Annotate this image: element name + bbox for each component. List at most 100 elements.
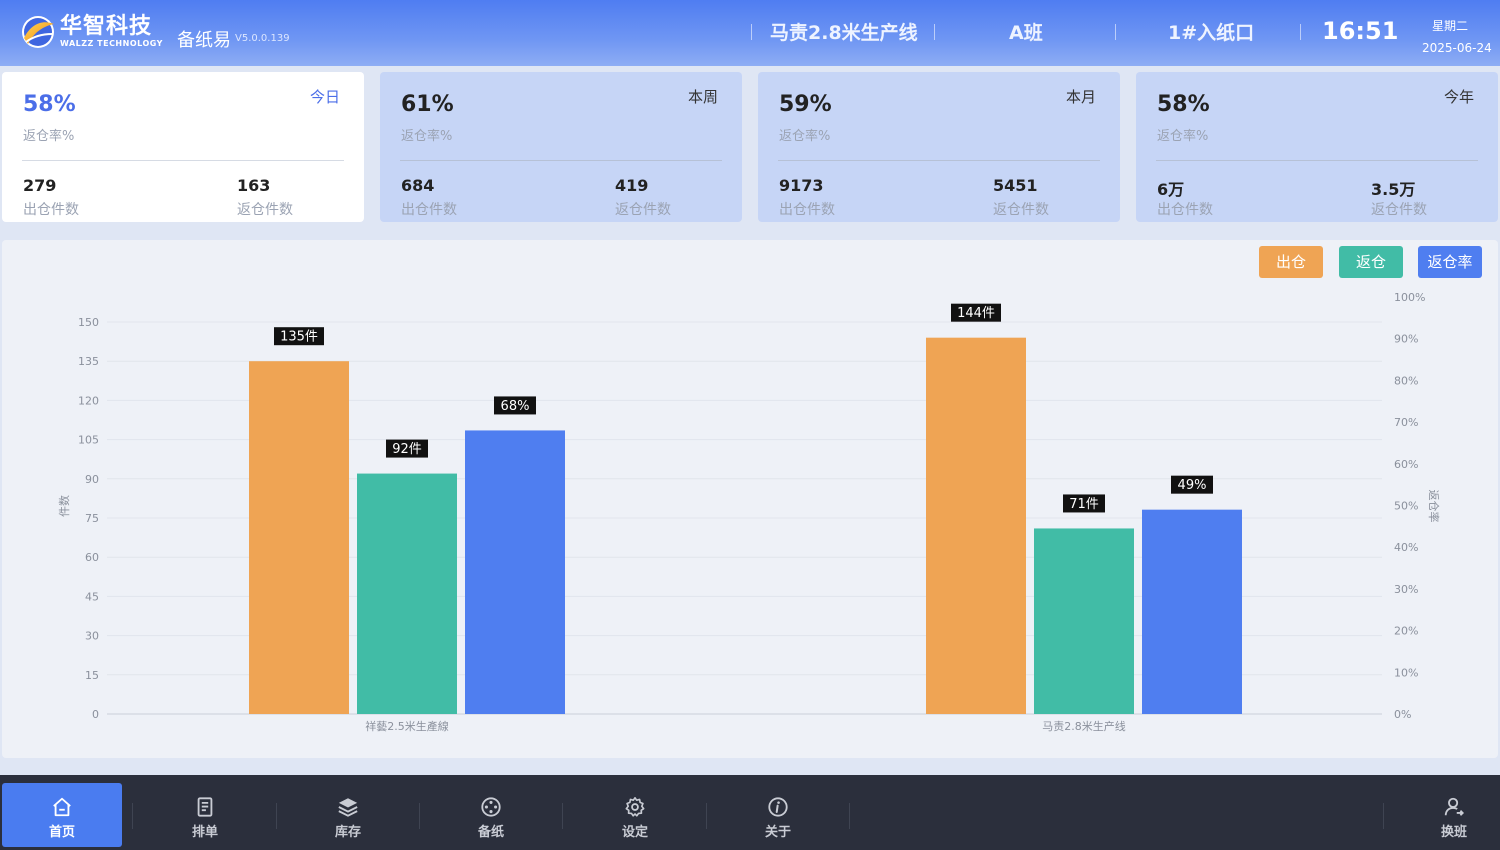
- bar: [926, 337, 1026, 714]
- nav-about[interactable]: 关于: [718, 783, 838, 847]
- header-separator: [1300, 24, 1301, 40]
- nav-separator: [849, 803, 850, 829]
- return-rate-value: 61%: [401, 92, 454, 117]
- y2-tick-label: 50%: [1394, 500, 1418, 513]
- return-count-label: 返仓件数: [615, 202, 671, 218]
- x-category-label: 马责2.8米生产线: [1042, 719, 1126, 733]
- nav-settings[interactable]: 设定: [575, 783, 695, 847]
- return-count-label: 返仓件数: [1371, 202, 1427, 218]
- nav-label: 库存: [334, 825, 361, 840]
- return-count-label: 返仓件数: [237, 202, 293, 218]
- out-count-value: 684: [401, 176, 435, 195]
- data-label-box: [1063, 494, 1105, 513]
- nav-label: 设定: [621, 825, 648, 840]
- layers-icon: [338, 798, 358, 817]
- shift-label: A班: [1009, 22, 1043, 44]
- stat-card-week[interactable]: 61% 返仓率% 本周 684 出仓件数 419 返仓件数: [380, 72, 742, 222]
- out-count-label: 出仓件数: [401, 202, 457, 218]
- data-label: 144件: [957, 306, 995, 321]
- return-count-value: 163: [237, 176, 271, 195]
- y2-tick-label: 0%: [1394, 708, 1411, 721]
- bar: [465, 430, 565, 714]
- nav-home[interactable]: 首页: [2, 783, 122, 847]
- y-tick-label: 90: [85, 473, 99, 486]
- card-divider: [22, 160, 344, 161]
- chart-panel: 0 15 30 45 60 75 90 105 120 135 150 0% 10% 20% 30% 40% 5…: [2, 240, 1498, 758]
- brand: 华智科技 WALZZ TECHNOLOGY: [60, 15, 163, 49]
- data-label-box: [274, 327, 324, 346]
- return-count-value: 3.5万: [1371, 180, 1416, 199]
- stat-card-year[interactable]: 58% 返仓率% 今年 6万 出仓件数 3.5万 返仓件数: [1136, 72, 1498, 222]
- return-rate-label: 返仓率%: [779, 129, 831, 144]
- card-divider: [1156, 160, 1478, 161]
- data-label: 49%: [1178, 478, 1207, 493]
- nav-inventory[interactable]: 库存: [288, 783, 408, 847]
- production-line-label: 马责2.8米生产线: [770, 22, 918, 44]
- return-rate-label: 返仓率%: [23, 129, 75, 144]
- nav-separator: [419, 803, 420, 829]
- return-rate-label: 返仓率%: [401, 129, 453, 144]
- gear-icon: [625, 797, 645, 817]
- y2-axis-title: 返仓率: [1427, 490, 1441, 523]
- return-rate-value: 59%: [779, 92, 832, 117]
- y-tick-label: 0: [92, 708, 99, 721]
- date: 2025-06-24: [1422, 41, 1492, 55]
- header: 华智科技 WALZZ TECHNOLOGY 备纸易 V5.0.0.139 马责2…: [0, 0, 1500, 66]
- nav-separator: [276, 803, 277, 829]
- brand-logo-icon: [22, 16, 54, 48]
- stat-card-today[interactable]: 58% 返仓率% 今日 279 出仓件数 163 返仓件数: [2, 72, 364, 222]
- header-separator: [1115, 24, 1116, 40]
- entry-port-label: 1#入纸口: [1168, 22, 1255, 44]
- data-label-box: [386, 439, 428, 458]
- bar: [249, 361, 349, 714]
- return-count-value: 419: [615, 176, 649, 195]
- nav-label: 备纸: [477, 825, 504, 840]
- data-label-box: [494, 396, 536, 415]
- nav-label: 关于: [764, 825, 791, 840]
- period-label: 今年: [1443, 88, 1474, 106]
- home-icon: [53, 797, 71, 817]
- y-tick-label: 105: [78, 434, 99, 447]
- data-label-box: [1171, 475, 1213, 494]
- header-separator: [751, 24, 752, 40]
- bar: [357, 473, 457, 714]
- nav-label: 排单: [191, 825, 218, 840]
- y-tick-label: 45: [85, 590, 99, 603]
- card-divider: [400, 160, 722, 161]
- user-switch-icon: [1444, 797, 1465, 816]
- document-icon: [197, 797, 213, 817]
- data-label-box: [951, 303, 1001, 322]
- period-label: 本周: [687, 88, 718, 106]
- paper-roll-icon: [481, 797, 501, 817]
- stat-card-month[interactable]: 59% 返仓率% 本月 9173 出仓件数 5451 返仓件数: [758, 72, 1120, 222]
- return-rate-label: 返仓率%: [1157, 129, 1209, 144]
- y2-tick-label: 30%: [1394, 583, 1418, 596]
- nav-shift-change[interactable]: 换班: [1394, 783, 1500, 847]
- y-tick-label: 15: [85, 669, 99, 682]
- nav-paper-prep[interactable]: 备纸: [431, 783, 551, 847]
- brand-english-name: WALZZ TECHNOLOGY: [60, 39, 163, 48]
- out-count-label: 出仓件数: [23, 202, 79, 218]
- out-count-value: 6万: [1157, 180, 1185, 199]
- legend-return-button[interactable]: 返仓: [1339, 246, 1403, 278]
- nav-separator: [706, 803, 707, 829]
- bar-chart: 0 15 30 45 60 75 90 105 120 135 150 0% 10% 20% 30% 40% 5…: [58, 291, 1441, 733]
- y2-tick-label: 10%: [1394, 666, 1418, 679]
- y-tick-label: 135: [78, 355, 99, 368]
- legend-out-button[interactable]: 出仓: [1259, 246, 1323, 278]
- bar: [1142, 509, 1242, 714]
- y2-tick-label: 60%: [1394, 458, 1418, 471]
- nav-schedule[interactable]: 排单: [145, 783, 265, 847]
- brand-name: 华智科技: [60, 14, 153, 39]
- legend-rate-button[interactable]: 返仓率: [1418, 246, 1482, 278]
- info-icon: [768, 797, 788, 817]
- x-category-label: 祥藝2.5米生產線: [365, 719, 449, 733]
- return-rate-value: 58%: [23, 92, 76, 117]
- y-tick-label: 60: [85, 551, 99, 564]
- y2-tick-label: 40%: [1394, 541, 1418, 554]
- app-version: V5.0.0.139: [235, 33, 290, 44]
- data-label: 92件: [392, 442, 422, 457]
- data-label: 135件: [280, 330, 318, 345]
- clock: 16:51: [1322, 17, 1399, 45]
- y-axis-title: 件数: [58, 495, 71, 517]
